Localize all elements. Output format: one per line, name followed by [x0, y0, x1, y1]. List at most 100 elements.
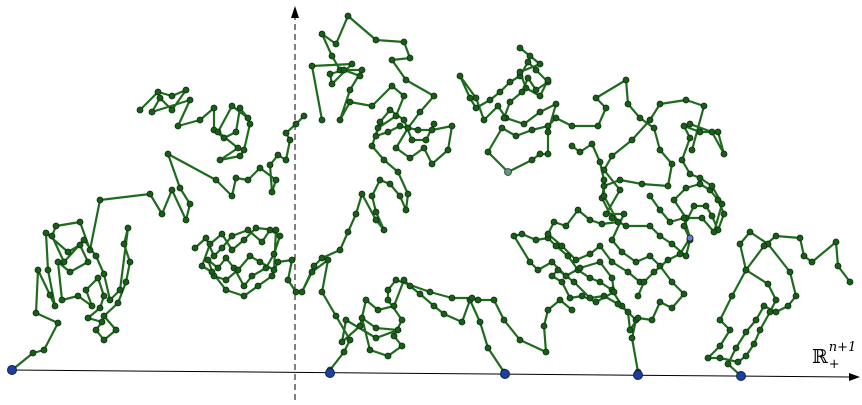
walk-vertex [380, 156, 388, 164]
walk-vertex [398, 316, 406, 324]
walk-vertex [680, 122, 688, 130]
walk-vertex [106, 296, 114, 304]
walk-vertex [396, 192, 404, 200]
walk-vertex [796, 234, 804, 242]
walk-vertex [292, 120, 300, 128]
walk-vertex [228, 232, 236, 240]
walk-vertex [374, 306, 382, 314]
walk-vertex [552, 100, 560, 108]
walk-vertex [558, 242, 566, 250]
walk-vertex [272, 176, 280, 184]
walk-vertex [46, 291, 54, 299]
walk-vertex [834, 262, 842, 270]
boundary-hit-point [325, 368, 335, 378]
walk-vertex [646, 252, 654, 260]
walk-vertex [544, 122, 552, 130]
walk-vertex [540, 322, 548, 330]
walk-vertex [372, 324, 380, 332]
walk-vertex [676, 250, 684, 258]
walk-vertex [416, 290, 424, 298]
walk-vertex [686, 134, 694, 142]
walk-vertex [368, 102, 376, 110]
walk-vertex [394, 326, 402, 334]
walk-vertex [156, 94, 164, 102]
walk-vertex [420, 144, 428, 152]
walk-vertex [586, 250, 594, 258]
walk-vertex [528, 156, 536, 164]
walk-vertex [114, 299, 122, 307]
walk-path [476, 298, 574, 354]
walk-vertex [326, 70, 334, 78]
walk-vertex [308, 62, 316, 70]
walk-vertex [402, 206, 410, 214]
walk-vertex [164, 150, 172, 158]
walk-vertex [528, 126, 536, 134]
walk-vertex [700, 102, 708, 110]
walk-vertex [532, 86, 540, 94]
walk-vertex [124, 224, 132, 232]
walk-vertex [646, 192, 654, 200]
walk-vertex [544, 230, 552, 238]
walk-vertex [524, 58, 532, 66]
walk-vertex [344, 12, 352, 20]
walk-vertex [506, 98, 514, 106]
boundary-hit-point [500, 369, 510, 379]
walk-vertex [448, 294, 456, 302]
walk-vertex [406, 54, 414, 62]
walk-vertex [384, 128, 392, 136]
walk-vertex [500, 114, 508, 122]
walk-vertex [428, 126, 436, 134]
walk-vertex [594, 122, 602, 130]
walk-vertex [274, 151, 282, 159]
walk-vertex [720, 210, 728, 218]
walk-vertex [656, 232, 664, 240]
walk-vertex [400, 92, 408, 100]
walk-vertex [624, 100, 632, 108]
walk-vertex [742, 328, 750, 336]
walk-vertex [234, 266, 242, 274]
walk-vertex [244, 114, 252, 122]
walk-vertex [624, 268, 632, 276]
walk-vertex [244, 226, 252, 234]
walk-vertex [562, 272, 570, 280]
walk-vertex [696, 180, 704, 188]
walk-vertex [384, 352, 392, 360]
walk-vertices [8, 12, 854, 379]
walk-vertex [616, 176, 624, 184]
boundary-hit-point [736, 371, 746, 381]
walk-vertex [368, 192, 376, 200]
walk-vertex [210, 104, 218, 112]
walk-vertex [544, 76, 552, 84]
walk-vertex [682, 184, 690, 192]
walk-vertex [494, 102, 502, 110]
walk-vertex [100, 312, 108, 320]
walk-vertex [400, 38, 408, 46]
walk-vertex [212, 176, 220, 184]
walk-vertex [472, 104, 480, 112]
walk-vertex [734, 358, 742, 366]
walk-vertex [168, 106, 176, 114]
walk-vertex [168, 92, 176, 100]
walk-vertex [196, 116, 204, 124]
walk-vertex [310, 262, 318, 270]
walk-vertex [686, 120, 694, 128]
walk-path [300, 14, 454, 372]
walk-vertex [522, 84, 530, 92]
walk-vertex [456, 72, 464, 80]
walk-vertex [336, 246, 344, 254]
walk-vertex [486, 96, 494, 104]
walk-vertex [624, 308, 632, 316]
walk-vertex [608, 214, 616, 222]
walk-vertex [682, 96, 690, 104]
walk-vertex [566, 294, 574, 302]
walk-vertex [240, 282, 248, 290]
walk-vertex [228, 192, 236, 200]
walk-vertex [618, 248, 626, 256]
walk-vertex [282, 129, 290, 137]
walk-vertex [544, 128, 552, 136]
boundary-axis-arrowhead [849, 373, 860, 381]
walk-vertex [186, 96, 194, 104]
walk-vertex [232, 174, 240, 182]
walk-vertex [380, 226, 388, 234]
walk-vertex [154, 88, 162, 96]
